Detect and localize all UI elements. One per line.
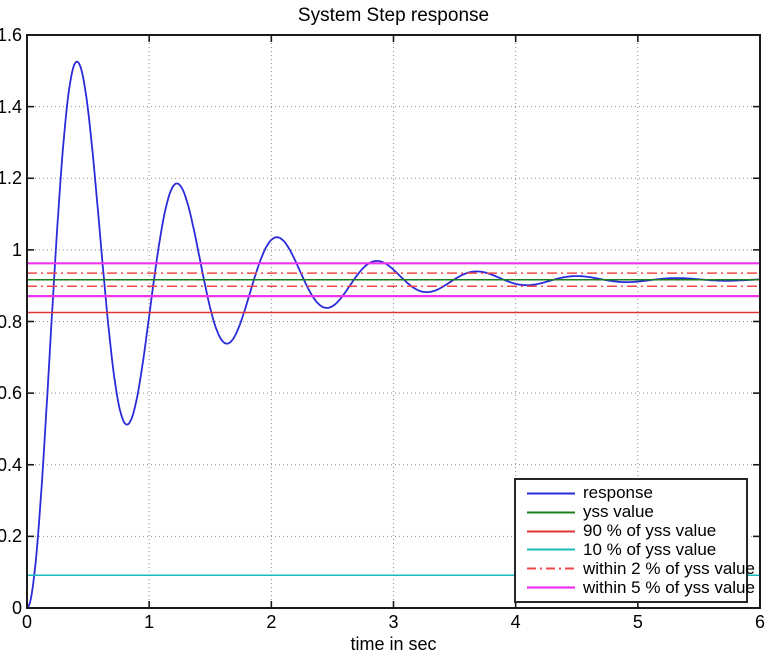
legend-swatch-line-icon — [527, 567, 575, 570]
y-tick-label: 1.2 — [0, 168, 22, 189]
legend-item: within 5 % of yss value — [526, 578, 755, 597]
legend-swatch-line-icon — [527, 492, 575, 495]
legend-label: 10 % of yss value — [583, 539, 717, 559]
legend-swatch-line-icon — [527, 548, 575, 551]
legend-swatch-line-icon — [527, 586, 575, 589]
legend-label: within 5 % of yss value — [583, 577, 755, 597]
legend-label: within 2 % of yss value — [583, 558, 755, 578]
legend-item: 10 % of yss value — [526, 539, 742, 559]
chart-title: System Step response — [297, 5, 490, 26]
x-tick-label: 1 — [144, 612, 155, 632]
legend-item: yss value — [526, 503, 742, 521]
x-tick-label: 5 — [632, 612, 643, 632]
y-tick-label: 1.4 — [0, 96, 22, 117]
legend-item: within 2 % of yss value — [526, 559, 755, 578]
y-tick-label: 0.4 — [0, 454, 22, 475]
x-tick-label: 6 — [754, 612, 765, 632]
legend-item: response — [526, 484, 742, 502]
y-tick-label: 1 — [11, 239, 22, 260]
x-axis-label: time in sec — [350, 634, 437, 654]
x-tick-label: 0 — [21, 612, 32, 632]
legend-swatch-line-icon — [527, 511, 575, 514]
x-tick-label: 4 — [510, 612, 521, 632]
legend-label: yss value — [583, 502, 654, 522]
y-tick-label: 0.8 — [0, 311, 22, 332]
legend-item: 90 % of yss value — [526, 522, 742, 540]
y-tick-label: 0.6 — [0, 383, 22, 404]
y-tick-label: 1.6 — [0, 25, 22, 45]
legend-label: 90 % of yss value — [583, 521, 717, 541]
legend-swatch-line-icon — [527, 530, 575, 533]
y-tick-label: 0.2 — [0, 526, 22, 547]
y-tick-label: 0 — [11, 598, 22, 618]
response-curve — [26, 60, 761, 609]
x-tick-label: 2 — [266, 612, 277, 632]
plot-border — [26, 34, 761, 609]
x-tick-label: 3 — [388, 612, 399, 632]
legend-label: response — [583, 483, 653, 503]
legend: response yss value 90 % of yss value 10 % o… — [514, 478, 755, 603]
